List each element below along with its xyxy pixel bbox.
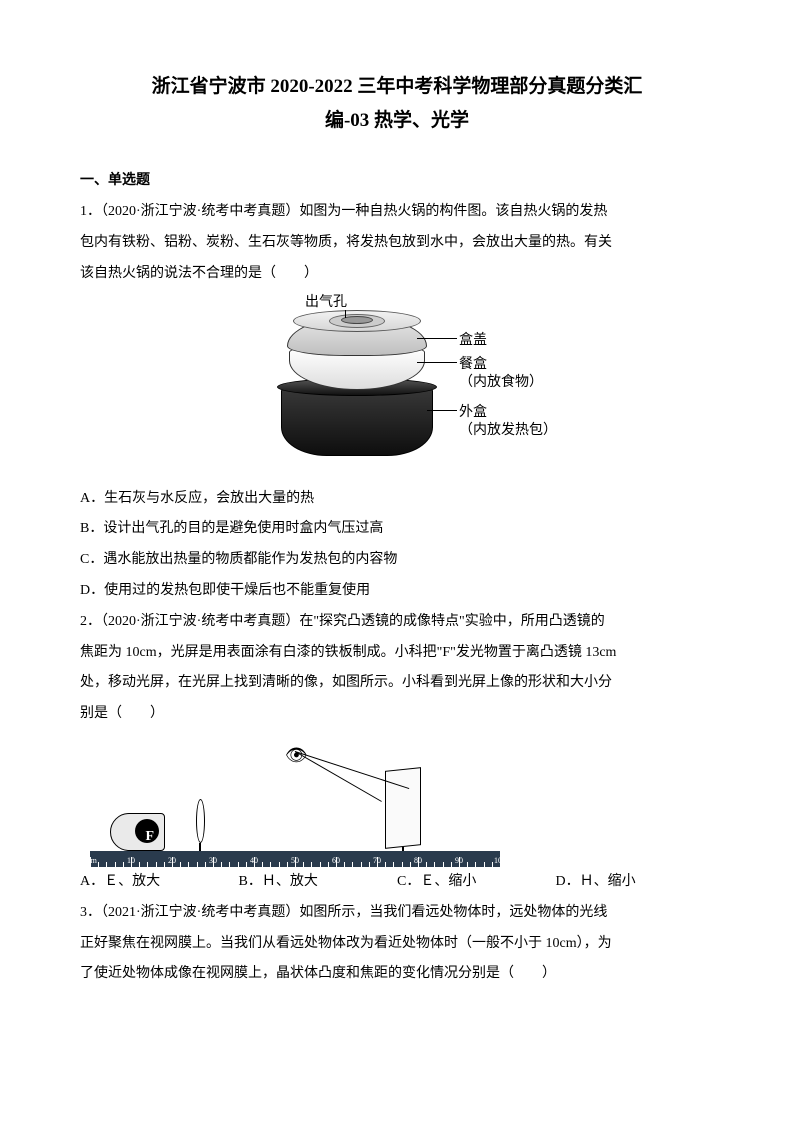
label-vent: 出气孔 <box>305 288 347 319</box>
ruler-tick-minor <box>467 862 468 867</box>
ruler-tick-minor <box>123 862 124 867</box>
q1-opt-a: A．生石灰与水反应，会放出大量的热 <box>80 484 714 515</box>
ruler-tick-minor <box>434 862 435 867</box>
q1-text-l1: 1．（2020·浙江宁波·统考中考真题）如图为一种自热火锅的构件图。该自热火锅的… <box>80 197 714 228</box>
ruler-tick-minor <box>115 862 116 867</box>
ruler-label: 50 <box>291 852 299 870</box>
q2-options-row: A．Ｅ、放大 B．Ｈ、放大 C．Ｅ、缩小 D．Ｈ、缩小 <box>80 867 714 898</box>
ruler-tick-minor <box>279 862 280 867</box>
q1-opt-d: D．使用过的发热包即使干燥后也不能重复使用 <box>80 576 714 607</box>
ruler-tick-minor <box>402 862 403 867</box>
ruler-tick-minor <box>410 862 411 867</box>
ruler-label: 30 <box>209 852 217 870</box>
ruler-tick-minor <box>229 862 230 867</box>
label-outer-sub: （内放发热包） <box>459 416 557 447</box>
ruler-tick-minor <box>147 862 148 867</box>
page-title-line2: 编-03 热学、光学 <box>80 104 714 138</box>
ruler-label: 70 <box>373 852 381 870</box>
leader-lid <box>417 338 457 339</box>
leader-bowl <box>417 362 457 363</box>
label-bowl-sub: （内放食物） <box>459 368 543 399</box>
ruler-tick-minor <box>287 862 288 867</box>
ruler-tick-minor <box>492 862 493 867</box>
ruler-tick-minor <box>262 862 263 867</box>
q2-text-l3: 处，移动光屏，在光屏上找到清晰的像，如图所示。小科看到光屏上像的形状和大小分 <box>80 668 714 699</box>
q3-text-l3: 了使近处物体成像在视网膜上，晶状体凸度和焦距的变化情况分别是（ ） <box>80 959 714 990</box>
ruler-tick-minor <box>475 862 476 867</box>
q1-opt-b: B．设计出气孔的目的是避免使用时盒内气压过高 <box>80 514 714 545</box>
ruler-tick-minor <box>197 862 198 867</box>
ruler-tick-minor <box>188 862 189 867</box>
ruler-tick-minor <box>98 862 99 867</box>
ruler-label: 90 <box>455 852 463 870</box>
ruler-tick-minor <box>205 862 206 867</box>
ruler-tick-minor <box>352 862 353 867</box>
ruler-label: 40 <box>250 852 258 870</box>
ruler-tick-minor <box>443 862 444 867</box>
q2-opt-d: D．Ｈ、缩小 <box>556 867 715 898</box>
ruler-tick-minor <box>106 862 107 867</box>
ray1-icon <box>295 751 382 802</box>
ruler-tick-minor <box>344 862 345 867</box>
q2-text-l4: 别是（ ） <box>80 699 714 730</box>
q1-opt-c: C．遇水能放出热量的物质都能作为发热包的内容物 <box>80 545 714 576</box>
ruler-tick-minor <box>328 862 329 867</box>
q1-text-l2: 包内有铁粉、铝粉、炭粉、生石灰等物质，将发热包放到水中，会放出大量的热。有关 <box>80 228 714 259</box>
screen-panel-icon <box>385 767 421 849</box>
ruler-tick-minor <box>320 862 321 867</box>
ruler-tick-minor <box>451 862 452 867</box>
ruler-tick-minor <box>484 862 485 867</box>
q3-text-l2: 正好聚焦在视网膜上。当我们从看远处物体改为看近处物体时（一般不小于 10cm），… <box>80 929 714 960</box>
ruler-tick-minor <box>139 862 140 867</box>
hotpot-figure: 出气孔 盒盖 餐盒 （内放食物） 外盒 （内放发热包） <box>257 298 537 478</box>
ruler-tick-minor <box>426 862 427 867</box>
section-heading: 一、单选题 <box>80 166 714 197</box>
q1-text-l3: 该自热火锅的说法不合理的是（ ） <box>80 259 714 290</box>
ruler-tick-minor <box>180 862 181 867</box>
ruler-label: 20 <box>168 852 176 870</box>
ruler-tick-minor <box>369 862 370 867</box>
optics-figure: F 👁 0cm102030405060708090100 <box>80 736 520 867</box>
ruler-bar: 0cm102030405060708090100 <box>90 851 500 867</box>
leader-vent <box>345 310 346 318</box>
ruler-tick-minor <box>385 862 386 867</box>
ruler-tick-minor <box>238 862 239 867</box>
q2-text-l2: 焦距为 10cm，光屏是用表面涂有白漆的铁板制成。小科把"F"发光物置于离凸透镜… <box>80 638 714 669</box>
ruler-tick-minor <box>164 862 165 867</box>
ruler-tick-minor <box>221 862 222 867</box>
ruler-tick-minor <box>311 862 312 867</box>
q2-opt-b: B．Ｈ、放大 <box>239 867 398 898</box>
ruler-tick-minor <box>156 862 157 867</box>
f-letter-icon: F <box>145 822 154 853</box>
q2-opt-c: C．Ｅ、缩小 <box>397 867 556 898</box>
ruler-tick-minor <box>270 862 271 867</box>
ruler-tick-minor <box>361 862 362 867</box>
light-source-icon: F <box>110 813 165 851</box>
ruler-label: 80 <box>414 852 422 870</box>
ruler-tick-minor <box>393 862 394 867</box>
q2-text-l1: 2．（2020·浙江宁波·统考中考真题）在"探究凸透镜的成像特点"实验中，所用凸… <box>80 607 714 638</box>
ruler-tick-minor <box>303 862 304 867</box>
ruler-label: 100 <box>494 852 506 870</box>
page-title-line1: 浙江省宁波市 2020-2022 三年中考科学物理部分真题分类汇 <box>80 70 714 104</box>
ruler-tick-minor <box>246 862 247 867</box>
q2-opt-a: A．Ｅ、放大 <box>80 867 239 898</box>
ruler-label: 60 <box>332 852 340 870</box>
ruler-label: 0cm <box>83 852 97 870</box>
convex-lens-icon <box>196 799 205 843</box>
ruler-label: 10 <box>127 852 135 870</box>
leader-outer <box>427 410 457 411</box>
q3-text-l1: 3．（2021·浙江宁波·统考中考真题）如图所示，当我们看远处物体时，远处物体的… <box>80 898 714 929</box>
